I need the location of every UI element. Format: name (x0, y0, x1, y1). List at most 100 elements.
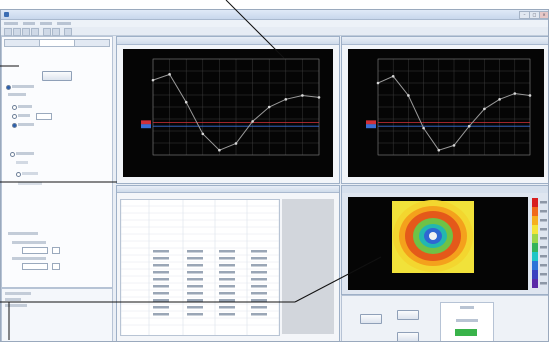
table-cell (219, 264, 235, 267)
series-point-3 (407, 94, 410, 97)
range-field-1[interactable] (22, 247, 48, 254)
option-radio-1[interactable] (12, 105, 17, 110)
menu-item-1[interactable] (4, 22, 18, 25)
series-point-7 (251, 120, 254, 123)
app-icon (4, 12, 9, 17)
status-box-value (456, 319, 478, 322)
table-cell (187, 271, 203, 274)
toolbar-button-5[interactable] (43, 28, 51, 36)
table-cell (153, 278, 169, 281)
series-point-9 (498, 98, 501, 101)
toolbar-button-6[interactable] (52, 28, 60, 36)
option-radio-3[interactable] (12, 123, 17, 128)
table-cell (251, 306, 267, 309)
table-cell (187, 278, 203, 281)
option-radio-5[interactable] (16, 172, 21, 177)
colorbar-swatch-1 (532, 198, 538, 207)
table-cell (219, 278, 235, 281)
reference-marker-1 (366, 120, 376, 125)
table-cell (251, 292, 267, 295)
colorbar-label-6 (540, 246, 547, 249)
colorbar-swatch-5 (532, 234, 538, 243)
table-cell (153, 292, 169, 295)
series-point-6 (452, 144, 456, 147)
toolbar-button-2[interactable] (13, 28, 21, 36)
settings-tabs (4, 39, 110, 47)
control-button-3[interactable] (397, 332, 419, 341)
toolbar-button-3[interactable] (22, 28, 30, 36)
colorbar-swatch-8 (532, 261, 538, 270)
menu-item-4[interactable] (57, 22, 71, 25)
table-cell (187, 264, 203, 267)
series-point-4 (422, 126, 425, 130)
table-cell (219, 306, 235, 309)
menu-item-3[interactable] (40, 22, 52, 25)
table-cell (153, 271, 169, 274)
table-cell (153, 257, 169, 260)
series-point-8 (267, 105, 271, 109)
data-table-window (116, 185, 340, 341)
table-cell (219, 257, 235, 260)
option-label-4 (16, 152, 34, 155)
toolbar-button-4[interactable] (31, 28, 39, 36)
menu-item-2[interactable] (23, 22, 35, 25)
option-radio-2[interactable] (12, 114, 17, 119)
chart-window-1 (116, 36, 340, 184)
range-spin-2[interactable] (52, 263, 60, 270)
control-button-1[interactable] (360, 314, 382, 324)
tab-3[interactable] (74, 39, 110, 47)
series-point-1 (151, 78, 155, 82)
table-cell (153, 285, 169, 288)
table-cell (153, 264, 169, 267)
line-chart-1 (123, 49, 333, 177)
series-point-2 (391, 74, 395, 78)
colorbar-swatch-7 (532, 252, 538, 261)
table-cell (219, 313, 235, 316)
colorbar-label-10 (540, 282, 547, 285)
range-group-label (8, 232, 38, 235)
option-label-3 (18, 123, 34, 126)
value-field-1[interactable] (36, 113, 52, 120)
colorbar-label-7 (540, 255, 547, 258)
toolbar-button-7[interactable] (64, 28, 72, 36)
table-cell (153, 313, 169, 316)
option-radio-4[interactable] (10, 152, 15, 157)
table-cell (187, 250, 203, 253)
heatmap-canvas (342, 186, 548, 290)
close-button[interactable]: × (539, 11, 548, 19)
status-indicator (455, 329, 477, 336)
colorbar-swatch-10 (532, 279, 538, 288)
toolbar-button-1[interactable] (4, 28, 12, 36)
table-side-panel (282, 199, 334, 334)
range-spin-1[interactable] (52, 247, 60, 254)
series-point-8 (483, 107, 486, 111)
mode-label-1 (12, 85, 34, 88)
option-label-2 (18, 114, 30, 117)
control-button-2[interactable] (397, 310, 419, 320)
plot-frame (377, 58, 531, 156)
status-box (440, 302, 494, 341)
chart-window-1-titlebar (117, 37, 339, 45)
group-label-1 (8, 93, 26, 96)
series-point-5 (218, 148, 221, 152)
option-label-7 (18, 182, 42, 185)
table-cell (219, 271, 235, 274)
range-field-2[interactable] (22, 263, 48, 270)
heatmap-field (392, 200, 474, 273)
series-point-10 (513, 92, 517, 95)
status-area (1, 288, 113, 341)
chart-window-1-body (117, 45, 339, 183)
range-label-1 (12, 241, 46, 244)
colorbar-label-3 (540, 219, 547, 222)
reference-marker-2 (141, 124, 151, 129)
mode-radio-1[interactable] (6, 85, 11, 90)
series-point-7 (467, 124, 471, 128)
primary-button[interactable] (42, 71, 72, 81)
table-cell (187, 285, 203, 288)
data-table-titlebar (117, 186, 339, 193)
option-label-6 (22, 172, 38, 175)
table-cell (251, 313, 267, 316)
option-label-1 (18, 105, 32, 108)
colorbar-swatch-9 (532, 270, 538, 279)
callout-line-heatmap (294, 256, 382, 303)
